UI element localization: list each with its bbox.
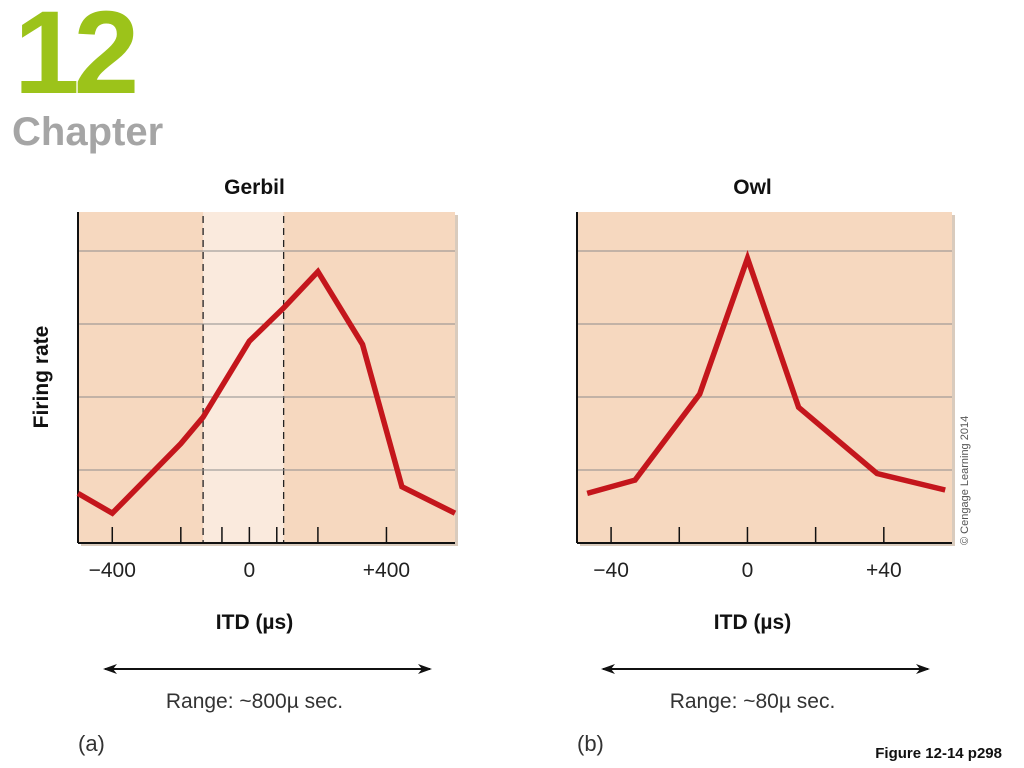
x-axis-label: ITD (µs) xyxy=(216,611,293,634)
copyright-text: © Cengage Learning 2014 xyxy=(959,416,971,545)
highlight-band xyxy=(203,212,284,543)
range-text: Range: ~800µ sec. xyxy=(166,690,343,713)
plot-area xyxy=(577,212,952,543)
x-tick-label: 0 xyxy=(244,559,256,582)
x-axis-label: ITD (µs) xyxy=(714,611,791,634)
chart-title: Owl xyxy=(733,176,772,199)
panel-label: (b) xyxy=(577,731,604,756)
x-tick-label: +400 xyxy=(363,559,410,582)
x-tick-label: +40 xyxy=(866,559,902,582)
chapter-number: 12 xyxy=(14,0,139,119)
chart-owl: −40 0 +40 Owl ITD (µs) Range: ~80µ sec. (b) xyxy=(576,176,955,756)
range-text: Range: ~80µ sec. xyxy=(670,690,836,713)
chart-title: Gerbil xyxy=(224,176,285,199)
firing-rate-line xyxy=(586,249,946,497)
x-tick-label: −40 xyxy=(593,559,629,582)
figure-label: Figure 12-14 p298 xyxy=(875,745,1002,762)
chapter-word: Chapter xyxy=(12,110,164,154)
y-axis-label: Firing rate xyxy=(30,326,53,429)
chart-gerbil: −400 0 +400 Gerbil ITD (µs) Firing rate Range:… xyxy=(30,176,458,756)
panel-label: (a) xyxy=(78,731,105,756)
x-tick-label: −400 xyxy=(89,559,136,582)
x-tick-label: 0 xyxy=(742,559,754,582)
firing-rate-line xyxy=(76,267,457,517)
